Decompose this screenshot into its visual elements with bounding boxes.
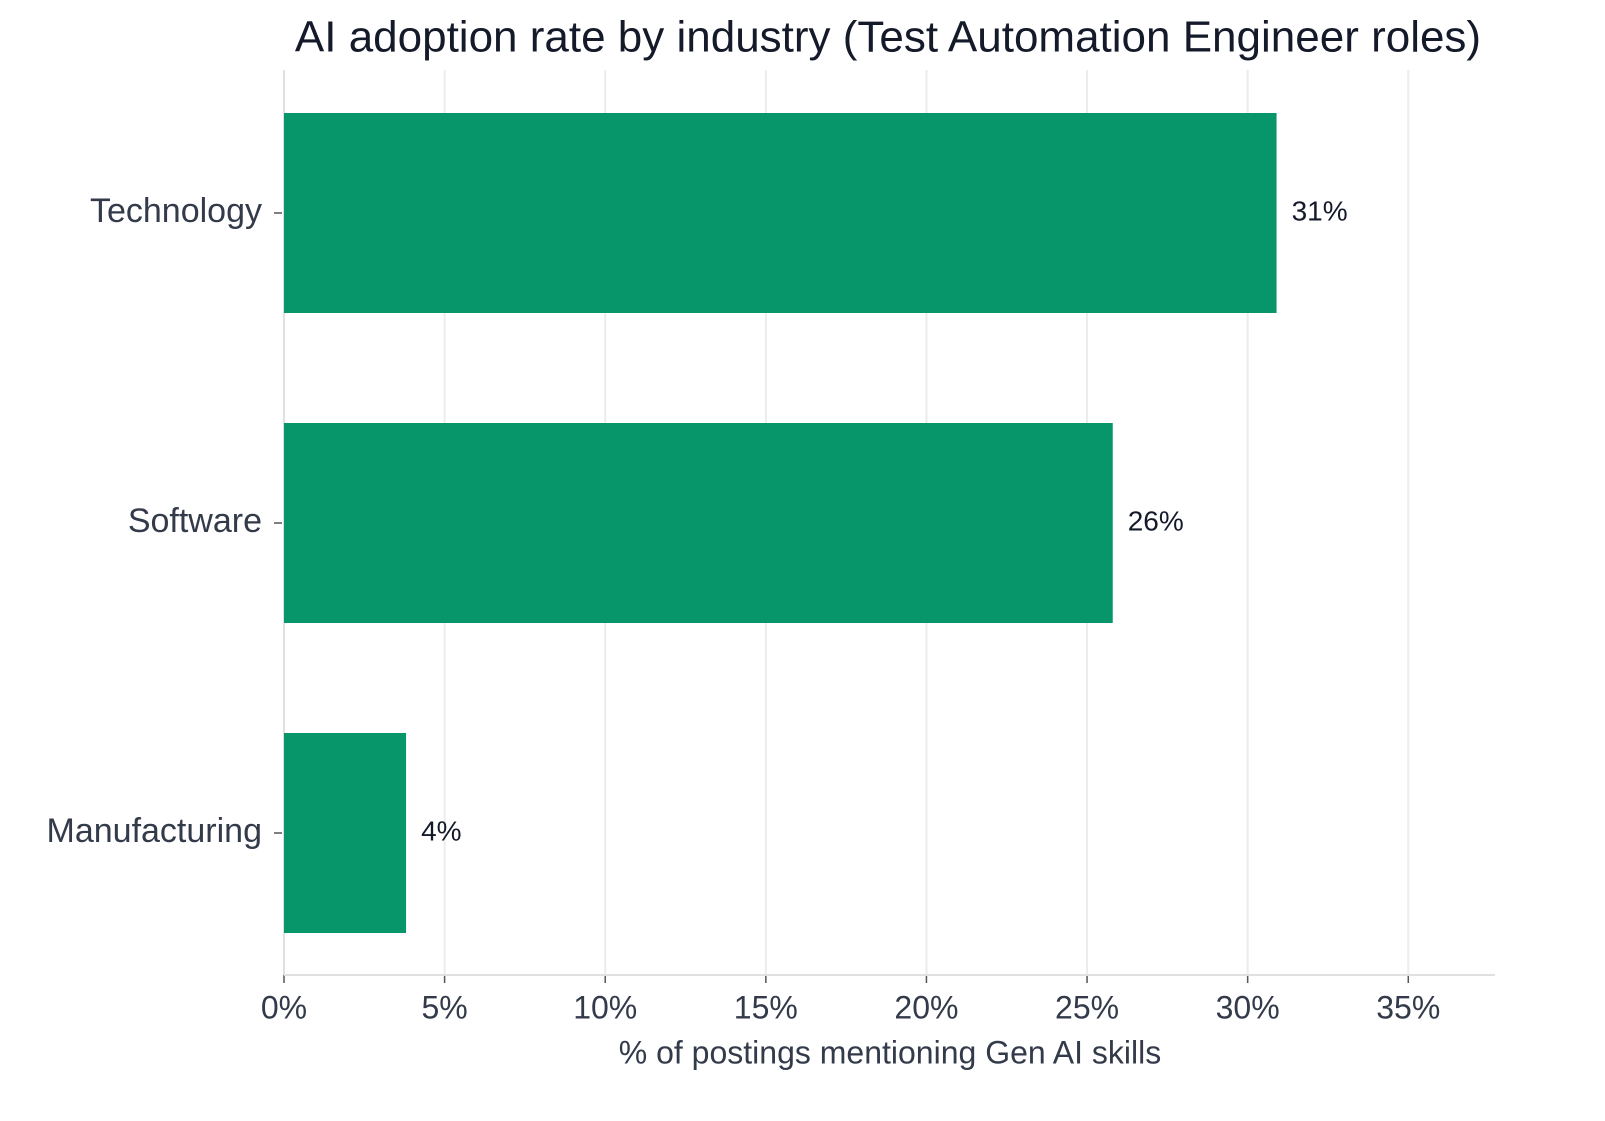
y-tick-label: Technology [90,192,262,230]
x-tick-label: 20% [894,989,958,1025]
bar [284,113,1277,313]
value-label: 31% [1292,195,1348,226]
x-tick-label: 25% [1055,989,1119,1025]
value-label: 4% [421,815,461,846]
bar [284,733,407,933]
x-tick-label: 5% [421,989,467,1025]
chart-title: AI adoption rate by industry (Test Autom… [295,13,1481,62]
x-tick-label: 30% [1216,989,1280,1025]
x-tick-label: 15% [734,989,798,1025]
x-tick-label: 0% [261,989,307,1025]
x-axis-label: % of postings mentioning Gen AI skills [619,1034,1162,1070]
x-tick-label: 10% [573,989,637,1025]
value-label: 26% [1128,505,1184,536]
bar [284,423,1113,623]
y-tick-label: Software [128,502,262,540]
x-tick-label: 35% [1376,989,1440,1025]
y-tick-label: Manufacturing [47,812,262,850]
